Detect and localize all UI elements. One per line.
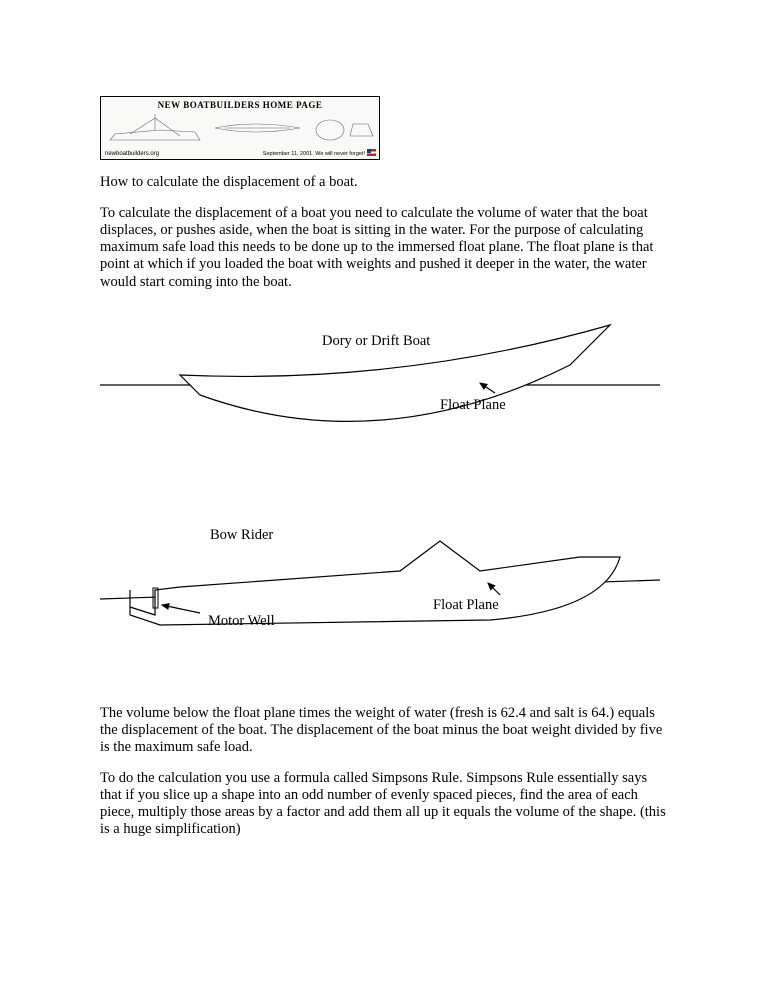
- banner-url: newboatbuilders.org: [105, 151, 159, 157]
- volume-paragraph: The volume below the float plane times t…: [100, 705, 668, 756]
- header-banner: NEW BOATBUILDERS HOME PAGE newboatbuilde…: [100, 96, 380, 160]
- boat-diagrams: Dory or Drift Boat Float Plane Bow Rider…: [100, 315, 660, 675]
- bowrider-title: Bow Rider: [210, 527, 273, 544]
- page-title: How to calculate the displacement of a b…: [100, 174, 668, 191]
- banner-graphics: [105, 112, 375, 148]
- bowrider-float-label: Float Plane: [433, 597, 499, 614]
- dory-float-label: Float Plane: [440, 397, 506, 414]
- bowrider-hull: [130, 541, 620, 625]
- banner-title: NEW BOATBUILDERS HOME PAGE: [101, 100, 379, 110]
- diagram-svg: [100, 315, 660, 675]
- flag-icon: [367, 149, 376, 156]
- dory-title: Dory or Drift Boat: [322, 333, 430, 350]
- simpsons-paragraph: To do the calculation you use a formula …: [100, 770, 668, 838]
- banner-boat-sketches: [105, 112, 377, 148]
- motor-well-label: Motor Well: [208, 613, 275, 630]
- banner-sub: September 11, 2001. We will never forget…: [263, 151, 365, 157]
- document-page: NEW BOATBUILDERS HOME PAGE newboatbuilde…: [0, 0, 768, 932]
- intro-paragraph: To calculate the displacement of a boat …: [100, 205, 668, 291]
